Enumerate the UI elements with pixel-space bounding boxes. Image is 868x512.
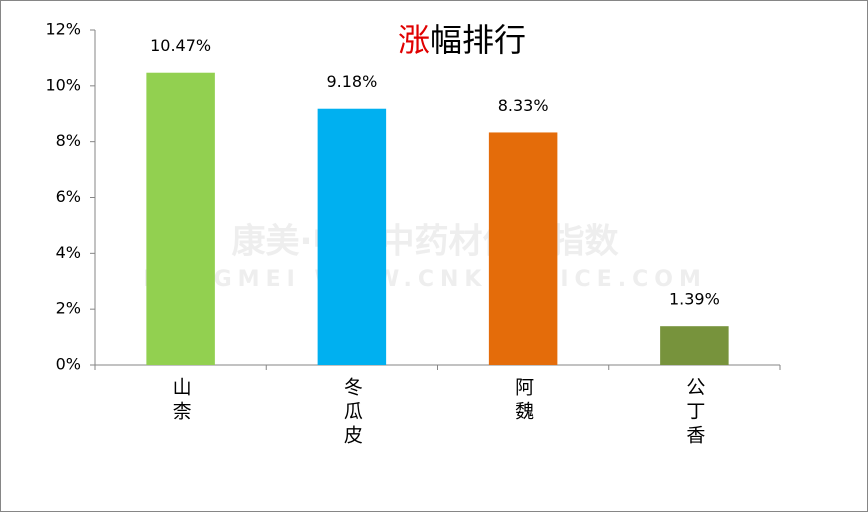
bar: [317, 108, 387, 365]
y-tick-label: 6%: [56, 187, 81, 206]
title-part: 涨: [398, 21, 430, 59]
bar: [660, 326, 729, 365]
x-tick-label: 公丁香: [683, 377, 705, 449]
y-tick-label: 0%: [56, 355, 81, 374]
y-tick-label: 2%: [56, 299, 81, 318]
y-tick-label: 8%: [56, 131, 81, 150]
x-tick-label: 冬瓜皮: [341, 377, 363, 449]
chart-title: 涨幅排行: [398, 21, 526, 59]
y-tick-label: 12%: [45, 20, 81, 39]
y-tick-label: 10%: [45, 75, 81, 94]
value-label: 10.47%: [150, 36, 211, 55]
watermark: 康美·中国中药材价格指数: [232, 222, 619, 262]
watermark: KANGMEI WWW.CNKMPRICE.COM: [143, 267, 707, 292]
title-part: 幅排行: [430, 21, 526, 59]
value-label: 9.18%: [326, 72, 377, 91]
x-tick-label: 阿魏: [512, 377, 534, 425]
value-label: 8.33%: [498, 96, 549, 115]
y-tick-label: 4%: [56, 243, 81, 262]
bar: [488, 132, 558, 365]
value-label: 1.39%: [669, 290, 720, 309]
bar: [146, 72, 215, 366]
x-tick-label: 山柰: [170, 377, 192, 425]
